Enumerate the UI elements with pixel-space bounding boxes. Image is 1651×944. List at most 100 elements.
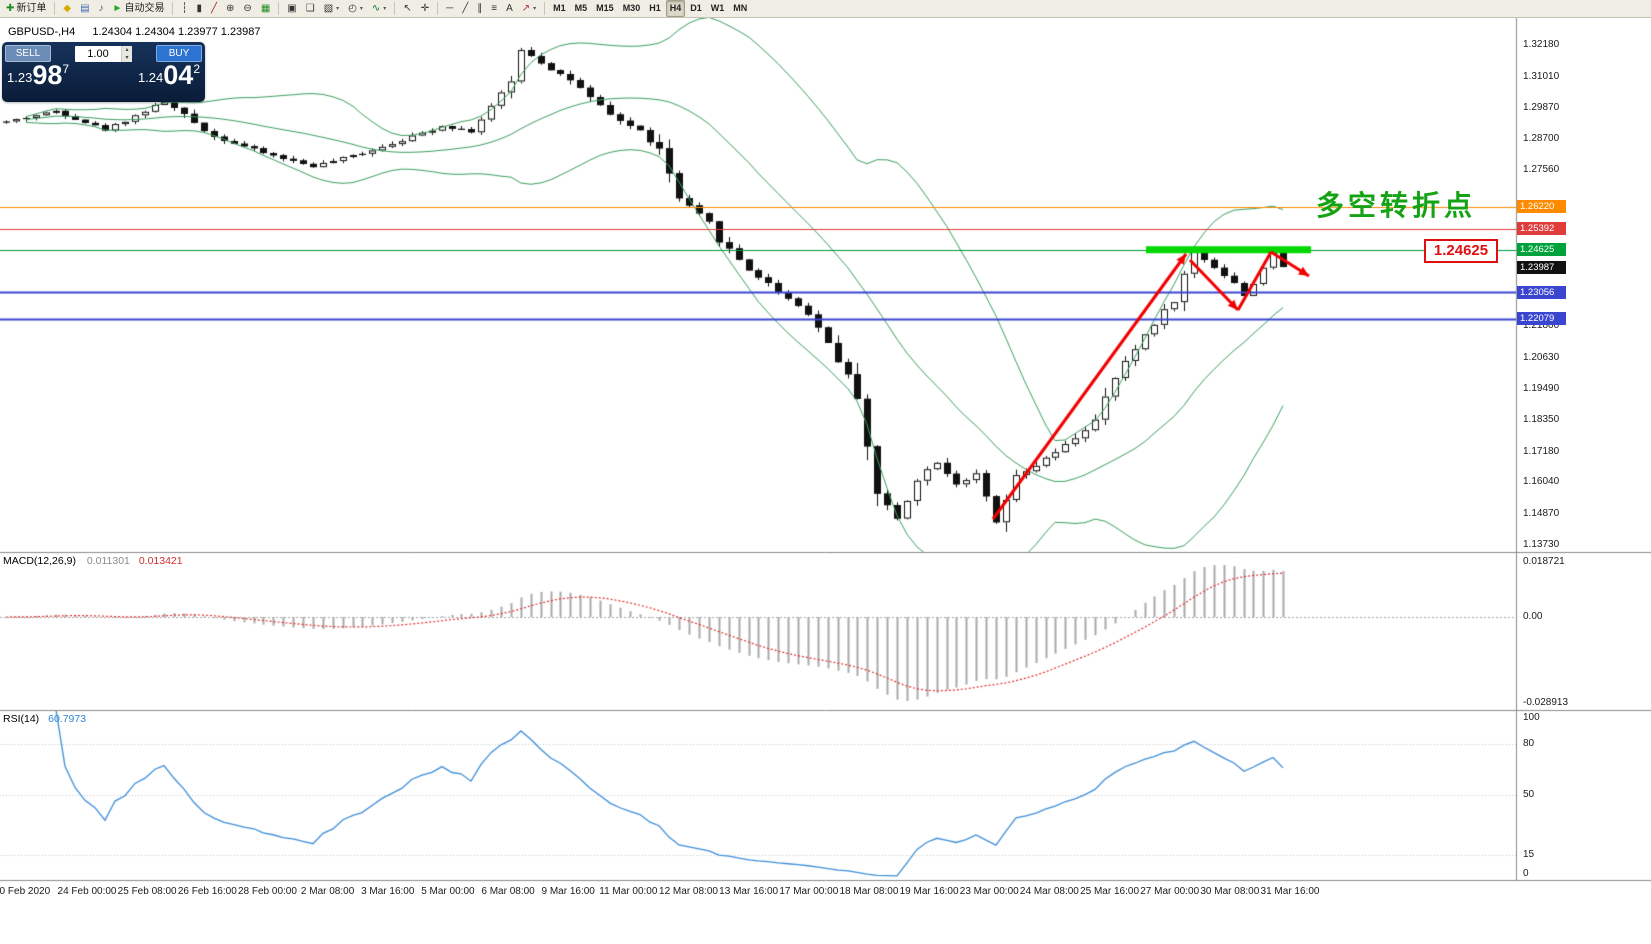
time-axis-label: 23 Mar 00:00 (959, 886, 1019, 897)
toolbar-market-watch-button[interactable]: ◆ (59, 0, 75, 17)
macd-scale-label: -0.028913 (1523, 697, 1569, 708)
sell-button[interactable]: SELL (5, 45, 51, 62)
candlestick-icon: ▮ (196, 2, 202, 14)
autotrading-icon: ► (112, 2, 123, 14)
price-chart-canvas[interactable] (0, 18, 1651, 944)
toolbar-indicators-button[interactable]: ∿ ▾ (368, 0, 390, 17)
toolbar-arrows-button[interactable]: ↗ ▾ (518, 0, 540, 17)
price-line-badge: 1.23056 (1517, 285, 1566, 299)
volume-stepper[interactable]: ▴ ▾ (75, 45, 132, 62)
toolbar-bar-chart-button[interactable]: ┆ (177, 0, 191, 17)
bar-chart-icon: ┆ (181, 2, 188, 14)
toolbar-separator (172, 2, 174, 15)
time-axis-label: 5 Mar 00:00 (421, 886, 475, 897)
toolbar-zoom-in-button[interactable]: ⊕ (222, 0, 238, 17)
price-axis-tick: 1.27560 (1523, 164, 1560, 176)
arrows-icon: ↗ (521, 2, 531, 14)
toolbar-tile-windows-button[interactable]: ▣ (283, 0, 300, 17)
toolbar-zoom-out-button[interactable]: ⊖ (239, 0, 255, 17)
sounds-icon: ♪ (98, 2, 104, 14)
buy-price: 1.24 04 2 (138, 61, 200, 89)
buy-button[interactable]: BUY (156, 45, 202, 62)
toolbar-tf-d1-button[interactable]: D1 (686, 0, 706, 17)
new-chart-icon: ▧ (323, 2, 334, 14)
toolbar-separator (278, 2, 280, 15)
toolbar-line-chart-button[interactable]: ╱ (207, 0, 221, 17)
toolbar-tf-h4-button[interactable]: H4 (665, 0, 686, 17)
toolbar-tf-h4-label: H4 (669, 3, 682, 13)
time-axis-label: 3 Mar 16:00 (361, 886, 415, 897)
toolbar-tf-m5-label: M5 (574, 3, 588, 13)
toolbar-crosshair-button[interactable]: ✛ (417, 0, 433, 17)
toolbar-tf-mn-button[interactable]: MN (729, 0, 751, 17)
chevron-down-icon: ▾ (336, 6, 340, 12)
buy-price-big: 04 (163, 60, 194, 90)
macd-main-value: 0.011301 (86, 555, 130, 567)
toolbar-profiles-button[interactable]: ◴ ▾ (344, 0, 367, 17)
price-line-badge: 1.22079 (1517, 312, 1566, 326)
toolbar-tf-mn-label: MN (733, 3, 748, 13)
turning-point-annotation: 多空转折点 (1316, 190, 1477, 221)
toolbar-new-order-button[interactable]: ✚ 新订单 (2, 0, 50, 17)
toolbar-new-chart-button[interactable]: ▧ ▾ (320, 0, 343, 17)
toolbar-grid-button[interactable]: ▦ (257, 0, 274, 17)
gbpusd-chart-window[interactable]: GBPUSD-,H4 1.24304 1.24304 1.23977 1.239… (0, 18, 1651, 944)
chevron-up-icon: ▴ (125, 46, 129, 53)
cursor-icon: ↖ (403, 2, 412, 14)
toolbar-cursor-button[interactable]: ↖ (399, 0, 415, 17)
chevron-down-icon: ▾ (533, 6, 537, 12)
toolbar-tf-m5-button[interactable]: M5 (571, 0, 592, 17)
indicators-icon: ∿ (371, 2, 381, 14)
toolbar-autotrading-button[interactable]: ► 自动交易 (109, 0, 169, 17)
volume-up-button[interactable]: ▴ (121, 45, 132, 54)
toolbar-tf-m1-button[interactable]: M1 (549, 0, 570, 17)
price-axis-tick: 1.28700 (1523, 133, 1560, 145)
price-axis-tick: 1.29870 (1523, 101, 1560, 113)
time-axis-label: 30 Mar 08:00 (1200, 886, 1260, 897)
time-axis-label: 27 Mar 00:00 (1140, 886, 1200, 897)
toolbar-tf-w1-button[interactable]: W1 (707, 0, 729, 17)
chevron-down-icon: ▾ (359, 6, 363, 12)
toolbar-equidistant-channel-button[interactable]: ∥ (473, 0, 486, 17)
market-watch-icon: ◆ (63, 2, 72, 14)
toolbar-cascade-windows-button[interactable]: ❏ (302, 0, 319, 17)
current-price-badge: 1.23987 (1517, 260, 1566, 274)
price-axis-tick: 1.14870 (1523, 508, 1560, 520)
price-axis-tick: 1.17180 (1523, 445, 1560, 457)
time-axis-label: 2 Mar 08:00 (300, 886, 355, 897)
sell-price-prefix: 1.23 (7, 70, 33, 85)
fibonacci-icon: ≡ (491, 2, 498, 14)
time-axis-label: 9 Mar 16:00 (541, 886, 595, 897)
toolbar-data-window-button[interactable]: ▤ (76, 0, 93, 17)
toolbar-candlestick-chart-button[interactable]: ▮ (192, 0, 206, 17)
toolbar-text-button[interactable]: A (502, 0, 517, 17)
rsi-scale-label: 80 (1523, 738, 1535, 749)
trade-panel-controls: SELL ▴ ▾ BUY (2, 42, 205, 62)
toolbar-trendline-button[interactable]: ╱ (458, 0, 472, 17)
toolbar-sounds-button[interactable]: ♪ (95, 0, 108, 17)
volume-down-button[interactable]: ▾ (121, 53, 132, 62)
toolbar-tf-m15-button[interactable]: M15 (592, 0, 618, 17)
macd-scale-label: 0.018721 (1523, 556, 1565, 567)
ohlc-values: 1.24304 1.24304 1.23977 1.23987 (92, 26, 261, 38)
price-axis-tick: 1.32180 (1523, 39, 1560, 50)
trendline-icon: ╱ (462, 2, 469, 14)
toolbar-tf-h1-button[interactable]: H1 (645, 0, 665, 17)
time-axis-label: 26 Feb 16:00 (177, 886, 237, 897)
sell-price: 1.23 98 7 (7, 61, 69, 89)
toolbar-fibonacci-button[interactable]: ≡ (487, 0, 501, 17)
price-line-badge: 1.26220 (1517, 200, 1566, 214)
crosshair-icon: ✛ (420, 2, 430, 14)
buy-price-pip: 2 (193, 62, 200, 76)
rsi-scale-label: 15 (1523, 848, 1535, 860)
volume-input[interactable] (75, 46, 121, 61)
rsi-value: 60.7973 (48, 713, 87, 725)
price-axis-tick: 1.20630 (1523, 352, 1560, 363)
price-line-badge: 1.25392 (1517, 222, 1566, 236)
toolbar-horizontal-line-button[interactable]: ─ (442, 0, 457, 17)
toolbar-tf-m30-button[interactable]: M30 (619, 0, 645, 17)
toolbar-tf-m1-label: M1 (553, 3, 566, 13)
time-axis-label: 11 Mar 00:00 (599, 886, 658, 897)
toolbar-tf-m30-label: M30 (622, 3, 641, 13)
time-axis-label: 18 Mar 08:00 (839, 886, 899, 897)
